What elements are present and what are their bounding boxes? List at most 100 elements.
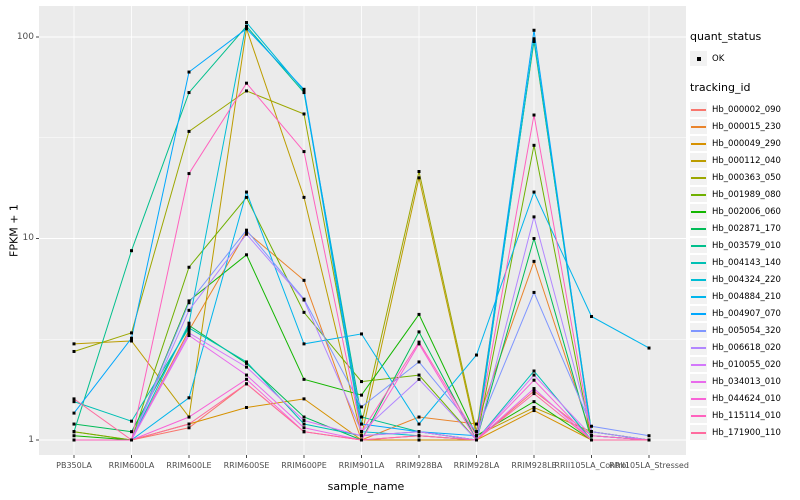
data-point [532,373,536,377]
data-point [72,397,76,401]
data-point [245,81,248,85]
legend-title-tracking-id: tracking_id [690,81,751,94]
legend-key [690,187,707,202]
data-point [245,382,248,386]
data-point [590,438,593,442]
legend-item: Hb_002871_170 [690,220,800,237]
legend-item-label: OK [712,53,725,64]
line-swatch-icon [691,295,706,298]
data-point [187,326,191,330]
data-point [187,70,191,74]
data-point [590,315,593,319]
data-point [360,332,363,336]
legend-key [690,340,707,355]
legend-item-label: Hb_003579_010 [712,240,781,251]
data-point [187,91,191,95]
legend-item-label: Hb_000049_290 [712,138,781,149]
data-point [72,422,76,426]
data-point [302,377,306,381]
data-point [532,409,536,413]
legend-item-label: Hb_034013_010 [712,376,781,387]
legend-key [690,238,707,253]
legend-item: Hb_003579_010 [690,237,800,254]
legend-key [690,51,707,66]
data-point [417,430,421,434]
line-swatch-icon [691,414,706,417]
data-point [532,369,536,373]
data-point [72,342,76,346]
line-swatch-icon [691,346,706,349]
data-point [72,349,76,353]
legend-item-label: Hb_044624_010 [712,393,781,404]
legend-item: Hb_005054_320 [690,322,800,339]
y-tick-label: 10 [22,233,34,243]
data-point [245,365,248,369]
legend-key [690,170,707,185]
data-point [360,415,363,419]
data-point [302,422,306,426]
data-point [245,21,248,25]
data-point [302,397,306,401]
legend-key [690,119,707,134]
data-point [417,434,421,438]
line-swatch-icon [691,329,706,332]
data-point [417,373,421,377]
data-point [245,230,248,234]
x-tick-label: RRIM600LA [108,461,155,470]
legend-key [690,102,707,117]
legend-item: Hb_001989_080 [690,186,800,203]
legend-item-label: Hb_000112_040 [712,155,781,166]
data-point [302,426,306,430]
data-point [245,24,248,28]
data-point [302,430,306,434]
y-axis-title: FPKM + 1 [7,204,21,257]
data-point [417,312,421,316]
data-point [187,299,191,303]
legend-key [690,425,707,440]
legend-item: Hb_004907_070 [690,305,800,322]
legend-key [690,323,707,338]
data-point [302,298,306,302]
legend-key [690,374,707,389]
legend-item: Hb_000002_090 [690,101,800,118]
legend-item: Hb_004884_210 [690,288,800,305]
data-point [130,331,133,335]
data-point [647,346,651,350]
legend-item-label: Hb_004884_210 [712,291,781,302]
line-swatch-icon [691,363,706,366]
legend-item-label: Hb_004907_070 [712,308,781,319]
data-point [532,190,536,194]
data-point [417,438,421,442]
legend-key [690,204,707,219]
legend-item: Hb_000112_040 [690,152,800,169]
data-point [532,113,536,117]
data-point [245,253,248,257]
line-swatch-icon [691,176,706,179]
line-swatch-icon [691,159,706,162]
line-swatch-icon [691,193,706,196]
data-point [302,195,306,199]
data-point [245,27,248,31]
legend-item: Hb_010055_020 [690,356,800,373]
legend-item-quant-status: OK [690,50,800,67]
data-point [532,378,536,382]
data-point [417,422,421,426]
y-tick-label: 1 [28,434,34,445]
legend-key [690,408,707,423]
data-point [130,419,133,423]
x-tick-label: RRIM928LA [453,461,500,470]
legend-key [690,289,707,304]
panel-background [39,6,686,455]
legend-tracking-items: Hb_000002_090 Hb_000015_230 Hb_000049_290 H… [690,101,800,441]
data-point [245,195,248,199]
data-point [590,434,593,438]
data-point [647,438,651,442]
y-tick-label: 100 [16,31,34,42]
data-point [302,91,306,95]
data-point [187,331,191,335]
legend-item-label: Hb_006618_020 [712,342,781,353]
x-tick-label: RRIM600PE [281,461,327,470]
legend-item: Hb_171900_110 [690,424,800,441]
